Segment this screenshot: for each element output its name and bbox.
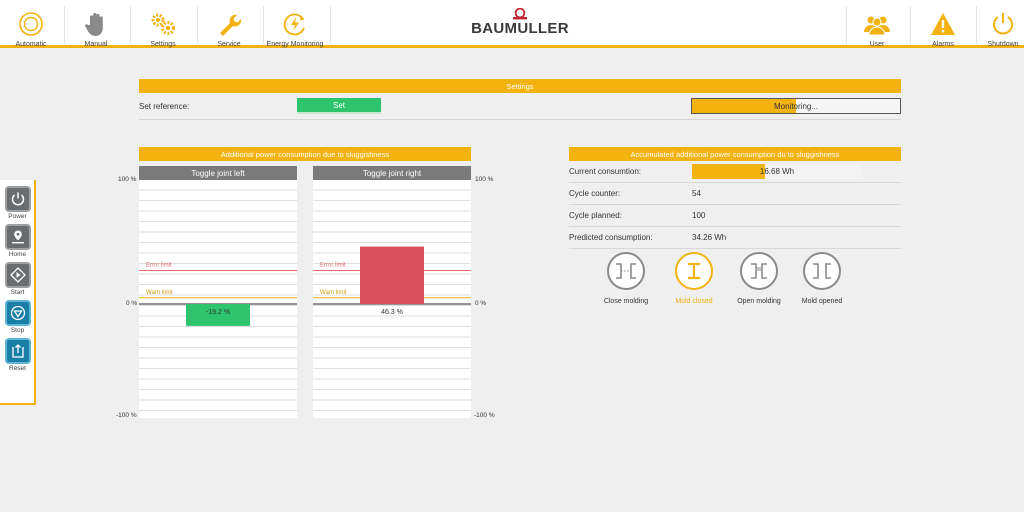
error-limit-label: Error limit <box>320 263 346 269</box>
nav-service-button[interactable]: Service <box>204 0 254 48</box>
nav-label: Shutdown <box>987 41 1019 48</box>
nav-label: Alarms <box>932 41 954 48</box>
nav-label: Energy Monitoring <box>266 41 324 48</box>
predicted-consumption-row: Predicted consumption: 34.26 Wh <box>569 227 901 249</box>
sidebar-label: Start <box>10 289 25 296</box>
stop-button[interactable]: Stop <box>4 300 31 334</box>
nav-label: Manual <box>84 41 108 48</box>
value-label: -19.2 % <box>206 309 230 316</box>
mold-closed-status: Mold closed <box>659 252 729 305</box>
nav-user-button[interactable]: User <box>852 0 902 48</box>
axis-bottom-label: -100 % <box>116 412 137 419</box>
warn-limit-label: Warn limit <box>320 290 347 296</box>
set-button[interactable]: Set <box>297 98 381 114</box>
row-label: Current consumtion: <box>569 167 642 176</box>
current-consumption-bar: 16.68 Wh <box>692 164 862 179</box>
sidebar-label: Home <box>8 251 27 258</box>
monitoring-label: Monitoring... <box>773 101 819 111</box>
control-sidebar: Power Home Start Stop Reset <box>0 180 36 405</box>
logo-text: BAUMULLER <box>471 20 569 37</box>
nav-label: Settings <box>150 41 176 48</box>
row-value: 34.26 Wh <box>692 233 727 242</box>
axis-zero-label: 0 % <box>126 300 138 307</box>
start-button[interactable]: Start <box>4 262 31 296</box>
row-label: Predicted consumption: <box>569 233 653 242</box>
wrench-icon <box>215 10 243 38</box>
set-reference-label: Set reference: <box>139 102 190 111</box>
power-icon <box>989 10 1017 38</box>
nav-shutdown-button[interactable]: Shutdown <box>982 0 1024 48</box>
home-icon <box>4 224 31 250</box>
current-consumption-row: Current consumtion: 16.68 Wh <box>569 161 901 183</box>
open-molding-icon <box>740 252 778 290</box>
users-icon <box>863 10 891 38</box>
toggle-joint-right-chart: Toggle joint right Error limit Warn limit… <box>313 166 471 418</box>
chart-title: Toggle joint right <box>313 166 471 180</box>
chart-title: Toggle joint left <box>139 166 297 180</box>
sidebar-label: Stop <box>10 327 25 334</box>
toggle-joint-left-chart: Toggle joint left Error limit Warn limit -… <box>139 166 297 418</box>
nav-manual-button[interactable]: Manual <box>72 0 120 48</box>
warning-icon <box>929 10 957 38</box>
mold-label: Close molding <box>603 298 649 305</box>
row-value: 100 <box>692 211 706 220</box>
monitoring-progress-fill <box>692 99 796 113</box>
axis-top-label-right: 100 % <box>475 176 494 183</box>
mold-label: Mold closed <box>675 298 713 305</box>
power-icon <box>4 186 31 212</box>
axis-top-label: 100 % <box>118 176 137 183</box>
mold-opened-icon <box>803 252 841 290</box>
baumuller-logo: BAUMULLER <box>470 8 570 40</box>
reset-icon <box>4 338 31 364</box>
axis-zero-label-right: 0 % <box>475 300 487 307</box>
top-navigation: Automatic Manual Settings Service Energy… <box>0 0 1024 48</box>
row-label: Cycle counter: <box>569 189 621 198</box>
value-bar <box>360 246 424 304</box>
automatic-icon <box>17 10 45 38</box>
cycle-planned-row: Cycle planned: 100 <box>569 205 901 227</box>
stop-icon <box>4 300 31 326</box>
mold-opened-status: Mold opened <box>787 252 857 305</box>
cycle-counter-row: Cycle counter: 54 <box>569 183 901 205</box>
close-molding-icon <box>607 252 645 290</box>
axis-bottom-label-right: -100 % <box>474 412 495 419</box>
hand-icon <box>82 10 110 38</box>
mold-label: Mold opened <box>801 298 843 305</box>
toggle-joint-right-plot: Error limit Warn limit 46.3 % <box>313 189 471 411</box>
row-label: Cycle planned: <box>569 211 622 220</box>
sidebar-label: Power <box>8 213 27 220</box>
gears-icon <box>149 10 177 38</box>
nav-energy-monitoring-button[interactable]: Energy Monitoring <box>266 0 324 48</box>
power-button[interactable]: Power <box>4 186 31 220</box>
nav-settings-button[interactable]: Settings <box>138 0 188 48</box>
mold-closed-icon <box>675 252 713 290</box>
error-limit-label: Error limit <box>146 263 172 269</box>
value-label: 46.3 % <box>381 309 403 316</box>
sidebar-label: Reset <box>9 365 26 372</box>
row-value: 16.68 Wh <box>759 167 795 176</box>
value-bar <box>186 304 250 326</box>
toggle-joint-left-plot: Error limit Warn limit -19.2 % <box>139 189 297 411</box>
energy-icon <box>281 10 309 38</box>
open-molding-status: Open molding <box>724 252 794 305</box>
nav-label: User <box>869 41 885 48</box>
nav-label: Service <box>217 41 241 48</box>
close-molding-status: Close molding <box>591 252 661 305</box>
logo-mark-icon <box>513 8 527 20</box>
consumption-progress-fill <box>692 164 766 179</box>
row-value: 54 <box>692 189 701 198</box>
home-button[interactable]: Home <box>4 224 31 258</box>
nav-automatic-button[interactable]: Automatic <box>8 0 54 48</box>
reset-button[interactable]: Reset <box>4 338 31 372</box>
mold-label: Open molding <box>737 298 781 305</box>
warn-limit-label: Warn limit <box>146 290 173 296</box>
divider <box>139 119 901 120</box>
nav-label: Automatic <box>15 41 47 48</box>
settings-title-bar: Settings <box>139 79 901 93</box>
start-icon <box>4 262 31 288</box>
additional-consumption-title-bar: Additional power consumption due to slug… <box>139 147 471 161</box>
accumulated-consumption-title-bar: Accumulated additional power consumption… <box>569 147 901 161</box>
monitoring-button[interactable]: Monitoring... <box>691 98 901 114</box>
nav-alarms-button[interactable]: Alarms <box>918 0 968 48</box>
